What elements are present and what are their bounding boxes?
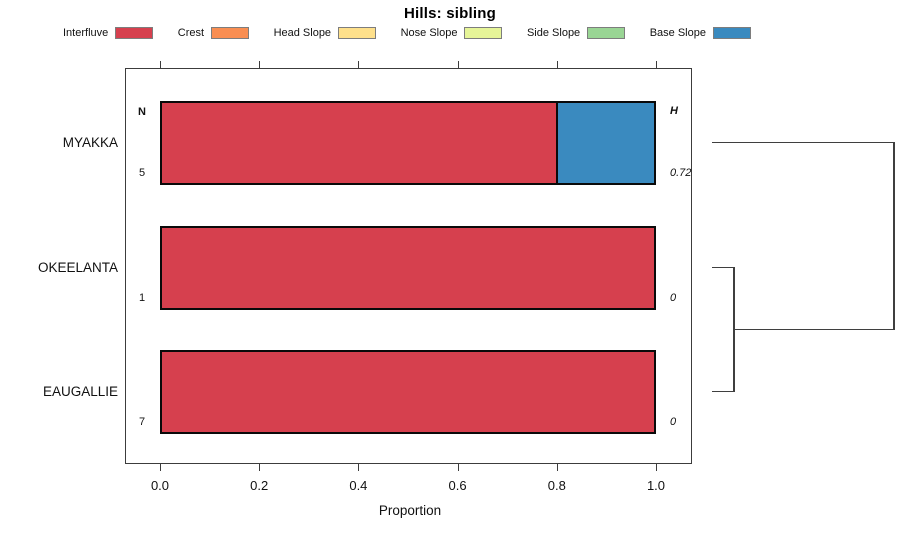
- legend-item: Nose Slope: [401, 27, 503, 39]
- x-axis-tick-label: 0.2: [250, 478, 269, 493]
- x-axis-tick-bottom: [656, 464, 657, 471]
- category-label-eaugallie: EAUGALLIE: [42, 384, 118, 399]
- bar-segment-interfluve: [162, 228, 654, 308]
- x-axis-tick-bottom: [457, 464, 459, 471]
- x-axis-tick-top: [556, 61, 558, 68]
- x-axis-tick-top: [259, 61, 261, 68]
- n-value: 1: [138, 292, 146, 304]
- x-axis-tick-bottom: [358, 464, 360, 471]
- x-axis-tick-top: [358, 61, 360, 68]
- h-value: 0: [670, 416, 677, 428]
- bar-okeelanta: [160, 226, 656, 310]
- dendrogram-segment: [712, 266, 735, 268]
- dendrogram-segment: [712, 390, 735, 392]
- x-axis-tick-bottom: [259, 464, 261, 471]
- legend-swatch: [211, 27, 250, 39]
- x-axis-tick-bottom: [556, 464, 558, 471]
- legend-swatch: [115, 27, 154, 39]
- legend-swatch: [587, 27, 626, 39]
- n-value: 5: [138, 167, 146, 179]
- category-label-okeelanta: OKEELANTA: [37, 260, 118, 275]
- dendrogram-segment: [734, 328, 895, 330]
- h-value: 0.72: [670, 167, 692, 179]
- legend-item: Crest: [177, 27, 250, 39]
- dendrogram-segment: [712, 141, 895, 143]
- legend-swatch: [712, 27, 751, 39]
- x-axis-tick-label: 0.0: [150, 478, 170, 493]
- legend-label: Interfluve: [63, 27, 109, 39]
- bar-segment-interfluve: [162, 352, 654, 432]
- category-label-myakka: MYAKKA: [62, 135, 118, 150]
- bar-myakka: [160, 101, 656, 185]
- legend-label: Crest: [177, 27, 205, 39]
- legend-item: Head Slope: [274, 27, 377, 39]
- x-axis-tick-bottom: [160, 464, 161, 471]
- legend-item: Side Slope: [526, 27, 626, 39]
- legend-label: Head Slope: [273, 27, 332, 39]
- x-axis-label: Proportion: [378, 503, 442, 518]
- legend-label: Base Slope: [649, 27, 706, 39]
- legend: Interfluve Crest Head Slope Nose Slope Side …: [63, 25, 751, 41]
- legend-item: Base Slope: [650, 27, 751, 39]
- dendrogram-segment: [733, 266, 735, 392]
- dendrogram-segment: [893, 141, 895, 330]
- bar-segment-base-slope: [555, 103, 654, 183]
- h-value: 0: [670, 292, 677, 304]
- x-axis-tick-label: 1.0: [646, 478, 666, 493]
- legend-swatch: [464, 27, 503, 39]
- legend-label: Nose Slope: [400, 27, 458, 39]
- x-axis-tick-top: [457, 61, 459, 68]
- x-axis-tick-label: 0.8: [547, 478, 566, 493]
- x-axis-tick-label: 0.6: [448, 478, 467, 493]
- n-value: 7: [138, 416, 146, 428]
- n-column-header: N: [138, 106, 146, 118]
- bar-segment-interfluve: [162, 103, 556, 183]
- legend-swatch: [338, 27, 377, 39]
- x-axis-tick-top: [656, 61, 657, 68]
- x-axis-tick-top: [160, 61, 161, 68]
- bar-eaugallie: [160, 350, 656, 434]
- chart-title: Hills: sibling: [404, 5, 496, 22]
- legend-label: Side Slope: [526, 27, 581, 39]
- x-axis-tick-label: 0.4: [349, 478, 368, 493]
- legend-item: Interfluve: [63, 27, 154, 39]
- h-column-header: H: [670, 105, 678, 117]
